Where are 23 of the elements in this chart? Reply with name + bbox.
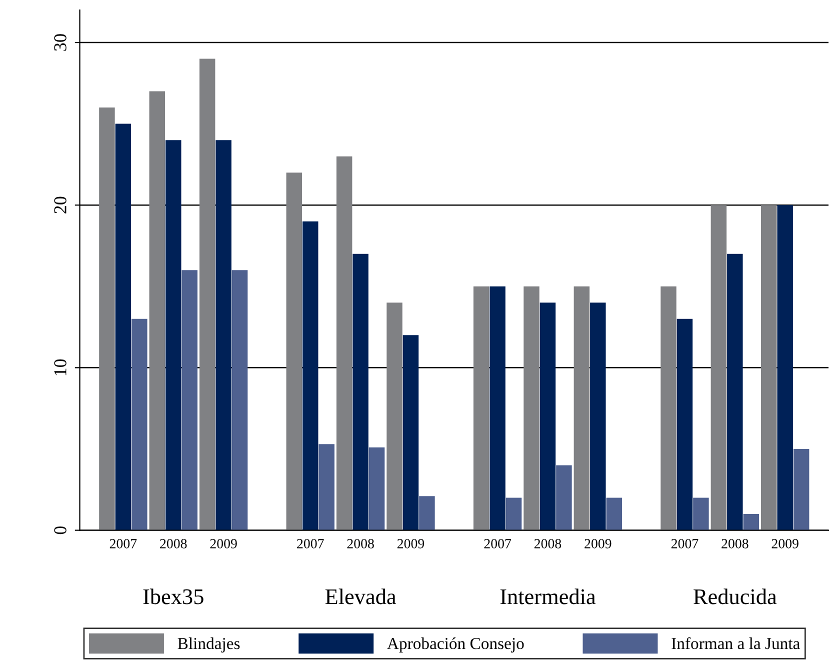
legend-label: Blindajes xyxy=(178,637,240,653)
x-tick-label: 2008 xyxy=(722,539,748,548)
x-tick-label: 2007 xyxy=(297,539,324,548)
x-tick-label: 2007 xyxy=(110,539,137,548)
x-tick-label: 2009 xyxy=(772,539,798,548)
y-tick-label: 10 xyxy=(54,359,66,376)
legend-label: Aprobación Consejo xyxy=(387,637,524,653)
text: Elevada xyxy=(325,588,396,604)
y-tick-label: 30 xyxy=(54,34,66,51)
x-tick-label: 2007 xyxy=(671,539,698,548)
text: Reducida xyxy=(694,588,777,604)
x-tick-label: 2009 xyxy=(397,539,424,548)
x-tick-label: 2009 xyxy=(584,539,612,548)
text: Intermedia xyxy=(500,588,596,604)
x-tick-label: 2008 xyxy=(160,539,187,548)
y-tick-label: 20 xyxy=(54,196,66,214)
x-tick-label: 2008 xyxy=(347,539,374,548)
x-tick-label: 2008 xyxy=(534,539,562,548)
x-tick-label: 2009 xyxy=(210,539,237,548)
x-tick-label: 2007 xyxy=(484,539,512,548)
text: Ibex35 xyxy=(143,588,204,604)
legend-label: Informan a la Junta xyxy=(672,637,800,650)
y-tick-label: 0 xyxy=(54,526,66,534)
